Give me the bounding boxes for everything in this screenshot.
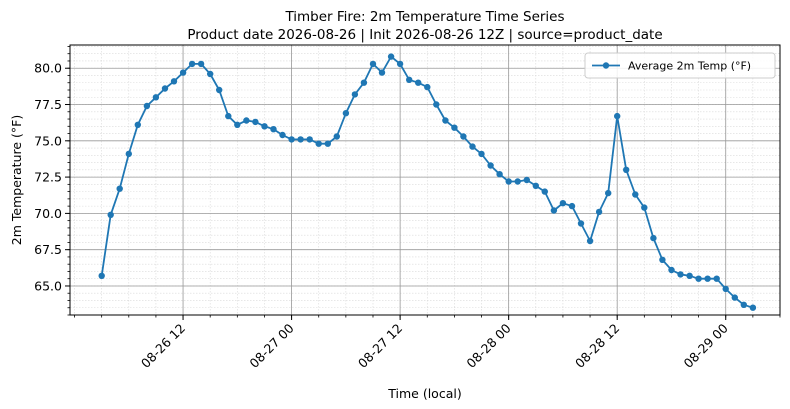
data-point: [550, 207, 558, 214]
data-point: [559, 200, 567, 207]
data-point: [442, 117, 449, 124]
data-point: [478, 150, 485, 158]
data-point: [695, 275, 702, 282]
data-point: [749, 304, 757, 311]
legend-label: Average 2m Temp (°F): [628, 60, 751, 73]
data-point: [342, 110, 350, 117]
data-point: [668, 266, 675, 274]
data-point: [623, 166, 630, 173]
data-point: [568, 202, 576, 210]
data-point: [261, 123, 268, 130]
y-tick-label: 72.5: [34, 170, 62, 185]
data-point: [415, 79, 422, 86]
data-point: [505, 178, 512, 185]
major-grid: [70, 45, 780, 315]
data-point: [243, 117, 250, 124]
y-tick-label: 67.5: [34, 242, 62, 257]
legend: Average 2m Temp (°F): [584, 52, 776, 79]
data-point: [641, 204, 648, 211]
data-point: [125, 150, 132, 158]
y-tick-label: 77.5: [34, 97, 62, 112]
data-point: [161, 85, 169, 92]
data-point: [496, 171, 503, 178]
data-point: [406, 76, 413, 84]
legend-marker: [602, 62, 610, 69]
data-point: [333, 133, 340, 140]
data-point: [605, 189, 612, 197]
chart-title: Timber Fire: 2m Temperature Time Series: [284, 9, 564, 25]
data-point: [324, 140, 331, 147]
data-point: [216, 86, 223, 94]
data-point: [378, 69, 386, 76]
y-axis-label: 2m Temperature (°F): [9, 115, 24, 245]
data-point: [134, 121, 141, 128]
data-point: [677, 271, 684, 278]
data-point: [740, 301, 747, 308]
data-point: [659, 256, 666, 263]
data-point: [686, 272, 693, 279]
data-point: [577, 220, 585, 227]
data-point: [451, 124, 458, 131]
data-point: [369, 60, 377, 68]
data-point: [179, 69, 187, 76]
x-axis-label: Time (local): [387, 386, 461, 401]
data-point: [713, 275, 720, 282]
data-point: [288, 136, 295, 143]
data-point: [116, 185, 123, 192]
data-point: [351, 91, 359, 98]
data-point: [586, 237, 594, 245]
y-tick-label: 70.0: [34, 206, 62, 221]
data-point: [650, 234, 657, 242]
data-point: [595, 208, 603, 216]
data-point: [152, 94, 160, 101]
chart-subtitle: Product date 2026-08-26 | Init 2026-08-2…: [187, 27, 662, 43]
data-point: [704, 275, 711, 282]
data-point: [270, 126, 277, 133]
data-point: [170, 78, 178, 85]
data-point: [207, 70, 214, 78]
data-point: [541, 188, 548, 195]
data-point: [234, 121, 241, 128]
plot-frame: [69, 44, 781, 316]
data-point: [225, 112, 232, 120]
data-point: [107, 211, 114, 218]
data-point: [487, 162, 494, 169]
data-point: [731, 294, 738, 301]
data-point: [315, 140, 322, 147]
data-point: [306, 136, 313, 143]
data-point: [632, 191, 639, 198]
data-point: [460, 133, 467, 140]
data-point: [188, 60, 196, 68]
data-point: [614, 112, 621, 120]
data-point: [297, 136, 304, 143]
data-point: [433, 101, 440, 108]
data-point: [514, 178, 521, 185]
data-point: [197, 60, 205, 68]
data-point: [469, 143, 476, 150]
y-tick-label: 80.0: [34, 61, 62, 76]
data-point: [279, 131, 286, 139]
data-point: [252, 118, 259, 126]
data-point: [532, 182, 539, 189]
data-point: [98, 272, 105, 279]
series-markers: [98, 53, 757, 311]
data-point: [360, 79, 368, 86]
data-point: [424, 83, 431, 91]
data-point: [722, 285, 729, 293]
y-tick-label: 75.0: [34, 133, 62, 148]
data-point: [396, 60, 404, 68]
data-point: [523, 176, 530, 184]
legend-box: [584, 52, 776, 79]
data-point: [143, 102, 151, 110]
data-point: [387, 53, 395, 60]
y-tick-label: 65.0: [34, 278, 62, 293]
